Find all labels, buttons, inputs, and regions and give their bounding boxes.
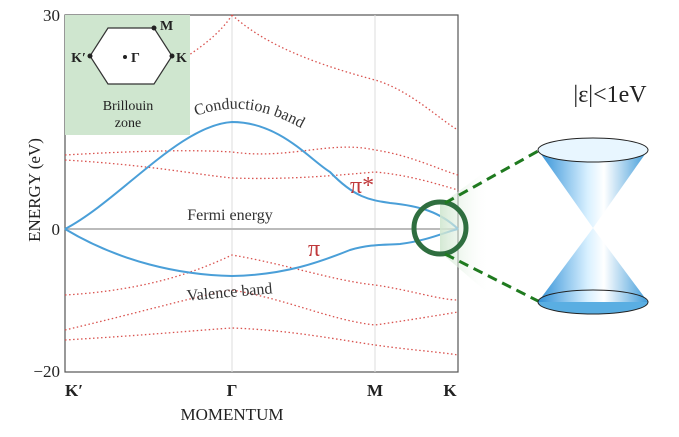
x-tick-label: Γ	[227, 381, 238, 400]
x-tick-label: K	[443, 381, 457, 400]
pi-label: π	[308, 236, 320, 262]
fermi-label: Fermi energy	[187, 207, 272, 224]
y-axis-label: ENERGY (eV)	[25, 138, 44, 242]
x-tick-label: K′	[65, 381, 83, 400]
page: {"figure": { "y_axis": {"label": "ENERGY…	[0, 0, 679, 432]
pi-star-label: π*	[350, 173, 374, 199]
inset-point	[170, 54, 175, 59]
zoom-line	[445, 150, 540, 203]
inset-point	[88, 54, 93, 59]
inset-label: K	[176, 51, 187, 66]
inset-caption: Brillouin	[103, 99, 154, 114]
inset-point	[123, 55, 127, 59]
inset-label: M	[160, 19, 173, 34]
inset-caption: zone	[115, 116, 141, 131]
inset-point	[152, 26, 157, 31]
y-tick-label: 0	[52, 220, 61, 239]
y-tick-label: −20	[33, 362, 60, 381]
dirac-cone	[538, 138, 648, 314]
x-axis-label: MOMENTUM	[181, 405, 284, 424]
inset-label: K′	[71, 51, 86, 66]
figure: K′ Γ M K Brillouin zone 30 0 −20 ENERGY …	[0, 0, 679, 432]
y-tick-label: 30	[43, 6, 60, 25]
inset-label: Γ	[131, 51, 140, 66]
x-tick-label: M	[367, 381, 383, 400]
cone-label: |ε|<1eV	[573, 82, 647, 108]
